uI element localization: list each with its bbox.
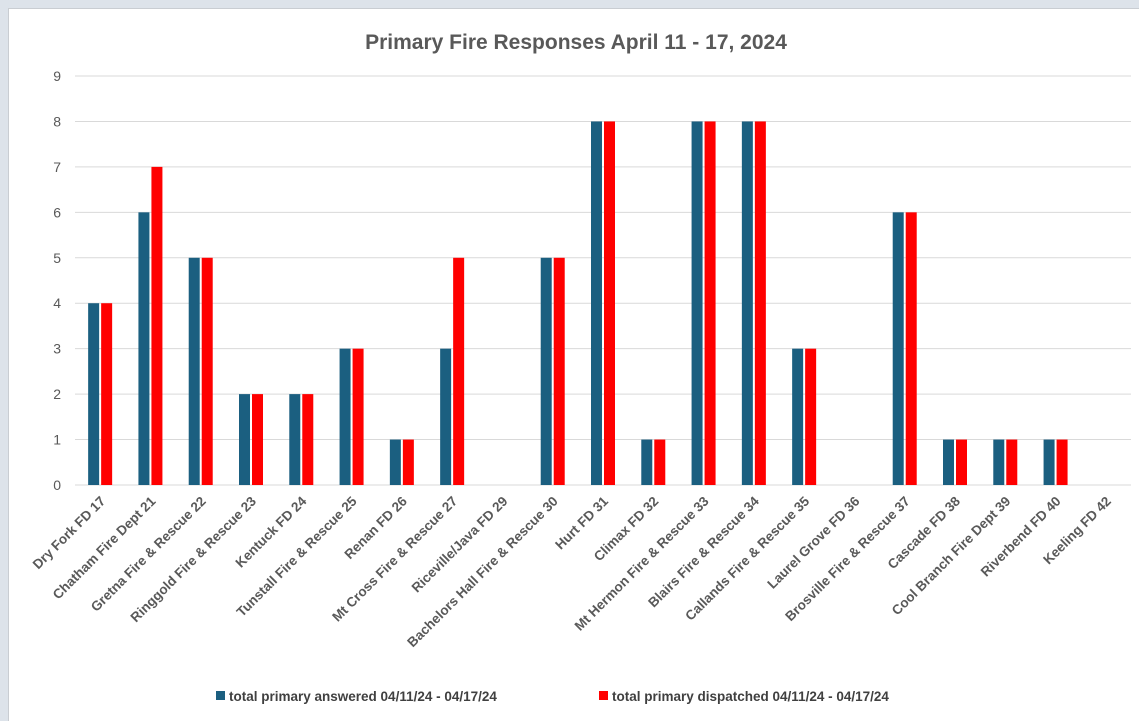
bar-series-2 bbox=[553, 257, 565, 485]
y-axis-ticks: 0 1 2 3 4 5 6 7 8 9 bbox=[53, 68, 61, 493]
y-tick-label: 0 bbox=[53, 477, 61, 493]
bar-series-2 bbox=[402, 439, 414, 485]
bar-series-1 bbox=[289, 394, 301, 485]
bar-series-1 bbox=[691, 121, 703, 485]
bars bbox=[88, 121, 1068, 486]
x-tick-label: Chatham Fire Dept 21 bbox=[50, 493, 159, 602]
bar-series-2 bbox=[201, 257, 213, 485]
legend-swatch bbox=[599, 691, 608, 700]
bar-series-2 bbox=[352, 348, 364, 485]
bar-series-1 bbox=[1043, 439, 1055, 485]
y-tick-label: 5 bbox=[53, 250, 61, 266]
legend-label: total primary dispatched 04/11/24 - 04/1… bbox=[612, 689, 889, 704]
bar-series-1 bbox=[943, 439, 954, 485]
bar-series-1 bbox=[540, 257, 552, 485]
y-tick-label: 1 bbox=[53, 432, 61, 448]
y-tick-label: 4 bbox=[53, 295, 61, 311]
bar-series-1 bbox=[88, 303, 100, 485]
bar-series-2 bbox=[1056, 439, 1068, 485]
bar-series-1 bbox=[993, 439, 1005, 485]
bar-series-1 bbox=[188, 257, 200, 485]
bar-series-2 bbox=[704, 121, 716, 485]
bar-series-1 bbox=[792, 348, 804, 485]
legend-swatch bbox=[216, 691, 225, 700]
gridlines bbox=[75, 75, 1131, 486]
bar-series-2 bbox=[805, 348, 817, 485]
y-tick-label: 6 bbox=[53, 204, 61, 220]
y-tick-label: 2 bbox=[53, 386, 61, 402]
legend: total primary answered 04/11/24 - 04/17/… bbox=[216, 689, 889, 704]
bar-series-1 bbox=[239, 394, 250, 485]
y-tick-label: 3 bbox=[53, 341, 61, 357]
y-tick-label: 9 bbox=[53, 68, 61, 84]
bar-series-1 bbox=[591, 121, 602, 485]
chart-title: Primary Fire Responses April 11 - 17, 20… bbox=[365, 31, 787, 54]
y-tick-label: 7 bbox=[53, 159, 61, 175]
bar-series-2 bbox=[604, 121, 615, 485]
bar-series-2 bbox=[252, 394, 263, 485]
chart-canvas: Primary Fire Responses April 11 - 17, 20… bbox=[30, 31, 1131, 704]
bar-series-2 bbox=[101, 303, 113, 485]
bar-series-1 bbox=[641, 439, 653, 485]
bar-series-1 bbox=[440, 348, 452, 485]
bar-series-1 bbox=[892, 212, 904, 486]
bar-series-2 bbox=[654, 439, 666, 485]
chart-frame: Primary Fire Responses April 11 - 17, 20… bbox=[8, 8, 1139, 721]
bar-series-1 bbox=[138, 212, 150, 486]
bar-series-1 bbox=[339, 348, 351, 485]
bar-series-2 bbox=[453, 257, 465, 485]
bar-series-2 bbox=[754, 121, 766, 485]
bar-series-2 bbox=[302, 394, 314, 485]
bar-series-2 bbox=[151, 166, 163, 485]
y-tick-label: 8 bbox=[53, 113, 61, 129]
bar-series-1 bbox=[389, 439, 401, 485]
bar-series-1 bbox=[741, 121, 753, 485]
bar-series-2 bbox=[1006, 439, 1018, 485]
legend-label: total primary answered 04/11/24 - 04/17/… bbox=[229, 689, 497, 704]
bar-series-2 bbox=[905, 212, 917, 486]
bar-series-2 bbox=[956, 439, 967, 485]
x-tick-label: Riceville/Java FD 29 bbox=[409, 494, 511, 596]
x-tick-label: Laurel Grove FD 36 bbox=[764, 493, 862, 591]
